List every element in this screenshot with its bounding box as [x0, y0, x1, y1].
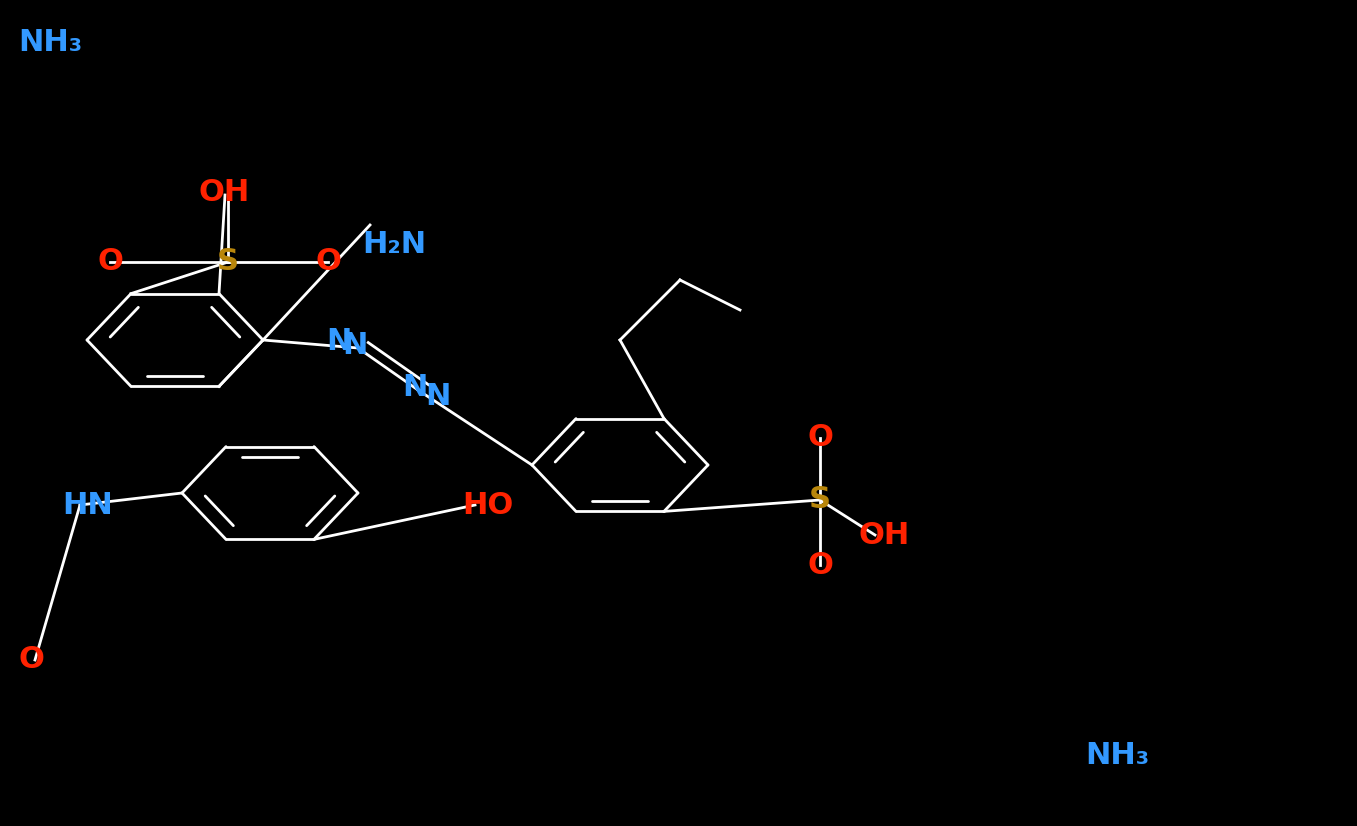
Text: H₂N: H₂N — [362, 230, 426, 259]
Text: OH: OH — [858, 520, 909, 549]
Text: N: N — [342, 330, 368, 359]
Text: S: S — [217, 248, 239, 277]
Text: HO: HO — [461, 491, 513, 520]
Text: NH₃: NH₃ — [1086, 740, 1149, 770]
Text: HN: HN — [62, 491, 113, 520]
Text: O: O — [18, 645, 43, 675]
Text: S: S — [809, 486, 830, 515]
Text: O: O — [98, 248, 123, 277]
Text: OH: OH — [198, 178, 250, 207]
Text: O: O — [807, 424, 833, 453]
Text: O: O — [315, 248, 341, 277]
Text: NH₃: NH₃ — [18, 28, 83, 57]
Text: N: N — [326, 327, 351, 356]
Text: N: N — [425, 382, 451, 411]
Text: O: O — [807, 550, 833, 580]
Text: N: N — [402, 373, 427, 402]
